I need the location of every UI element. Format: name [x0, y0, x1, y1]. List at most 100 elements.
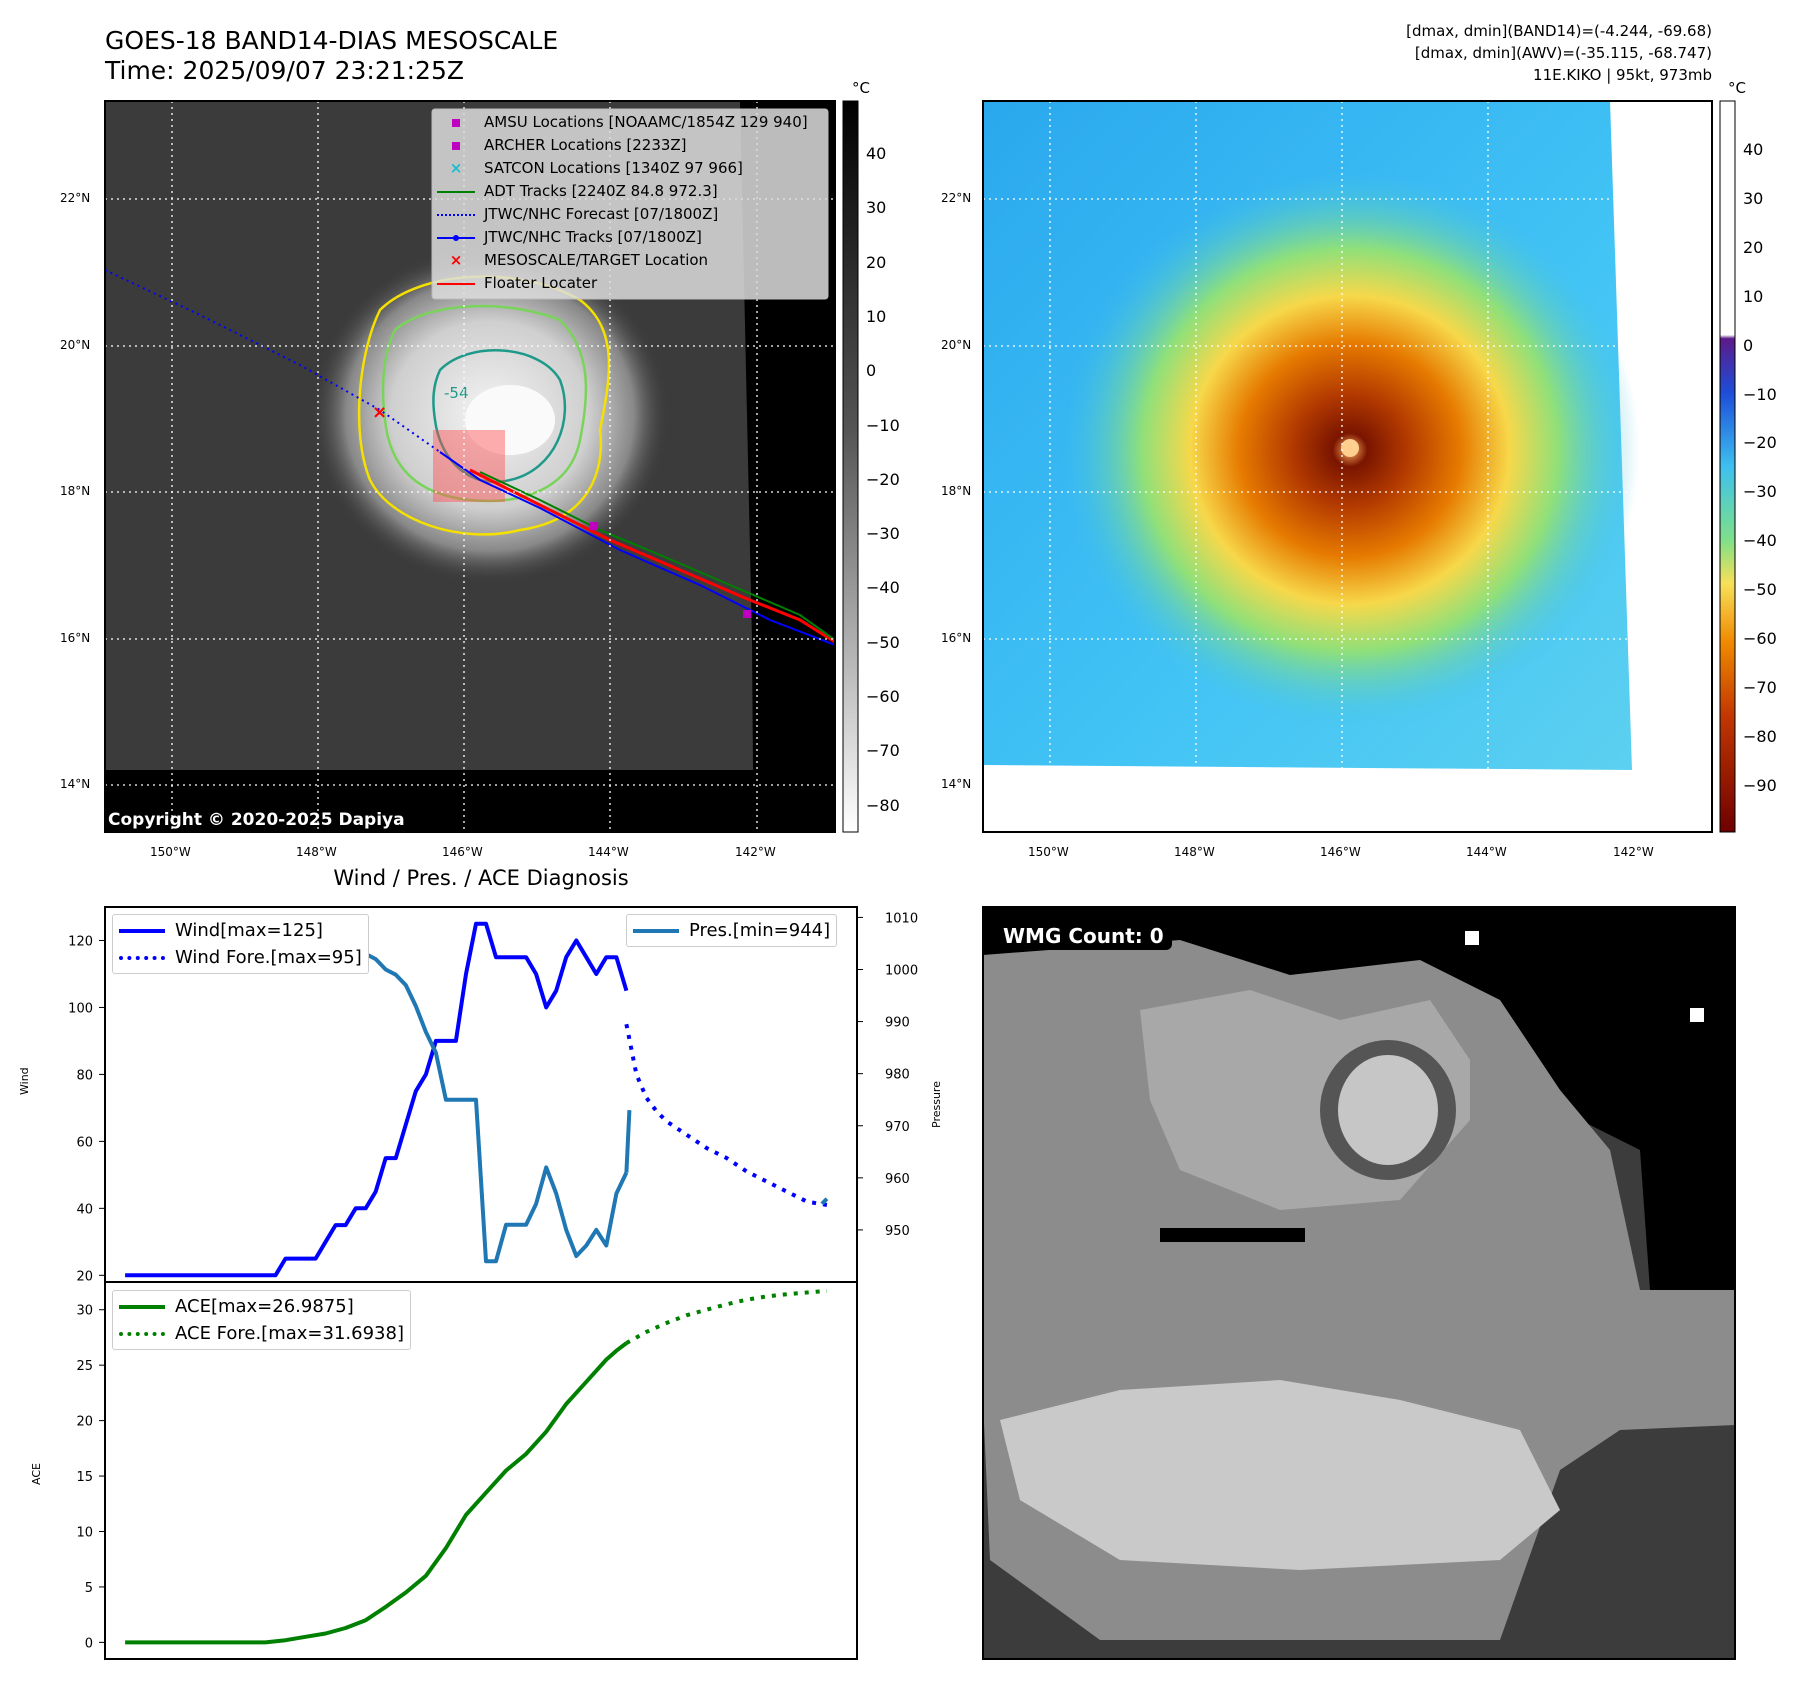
lat-tick-label: 16°N — [941, 631, 972, 645]
y2-tick-label: 980 — [885, 1068, 910, 1083]
ir-legend-marker — [436, 180, 476, 203]
wmg-count-label: WMG Count: 0 — [995, 922, 1172, 950]
lat-tick-label: 18°N — [941, 484, 972, 498]
copyright-text: Copyright © 2020-2025 Dapiya — [108, 810, 405, 830]
y-tick-label: 60 — [76, 1135, 93, 1150]
series-line-0 — [125, 921, 629, 1278]
wv-map-frame — [982, 100, 1713, 833]
floater-track — [469, 468, 835, 644]
wv-colorbar-tick: 10 — [1743, 286, 1764, 306]
wmg-eye — [1338, 1055, 1438, 1165]
y2-tick-label: 950 — [885, 1224, 910, 1239]
wv-colorbar-tick: −50 — [1743, 580, 1777, 600]
lon-tick-label: 148°W — [1174, 845, 1215, 859]
wv-colorbar-tick: 30 — [1743, 188, 1764, 208]
lat-tick-label: 20°N — [60, 338, 91, 352]
wmg-white-pixel-1 — [1465, 931, 1479, 945]
ir-legend-marker: × — [449, 251, 463, 269]
chart-title: Wind / Pres. / ACE Diagnosis — [333, 866, 629, 890]
ir-colorbar-tick: −30 — [866, 524, 900, 544]
ir-legend-marker — [436, 226, 476, 249]
ace-plot: 0 5 10 15 20 25 30 — [76, 1288, 828, 1651]
jtwc-forecast-track — [105, 269, 441, 453]
lon-tick-label: 148°W — [296, 845, 337, 859]
y-tick-label: 40 — [76, 1202, 93, 1217]
contour-teal — [432, 349, 567, 484]
wind-legend: Wind[max=125] Wind Fore.[max=95] — [112, 914, 369, 974]
ir-legend-item: Floater Locater — [436, 272, 828, 295]
y2-tick-label: 1000 — [885, 964, 918, 979]
ir-legend-item: AMSU Locations [NOAAMC/1854Z 129 940] — [436, 111, 828, 134]
pressure-axis-label: Pressure — [930, 1081, 943, 1128]
ir-legend-item: ADT Tracks [2240Z 84.8 972.3] — [436, 180, 828, 203]
ir-colorbar-tick: −80 — [866, 795, 900, 815]
ir-legend-item: ARCHER Locations [2233Z] — [436, 134, 828, 157]
ir-legend-label: MESOSCALE/TARGET Location — [484, 251, 709, 269]
lat-tick-label: 22°N — [941, 191, 972, 205]
ir-legend-box — [431, 108, 829, 300]
wv-map-grid — [983, 101, 1712, 832]
ir-legend-item: JTWC/NHC Forecast [07/1800Z] — [436, 203, 828, 226]
wmg-frame — [982, 906, 1736, 1660]
wv-colorbar-tick: −70 — [1743, 677, 1777, 697]
pres-legend-item: Pres.[min=944] — [633, 917, 830, 944]
wmg-white-pixel-2 — [1690, 1008, 1704, 1022]
wv-colorbar-tick: 20 — [1743, 237, 1764, 257]
series-line-4 — [820, 1197, 829, 1206]
series-line-3 — [624, 1110, 632, 1173]
ir-legend-marker — [436, 134, 476, 157]
lon-tick-label: 150°W — [150, 845, 191, 859]
y-tick-label: 15 — [76, 1470, 93, 1485]
ir-legend-label: AMSU Locations [NOAAMC/1854Z 129 940] — [484, 113, 808, 131]
ir-legend-label: ARCHER Locations [2233Z] — [484, 136, 687, 154]
wv-colorbar — [1719, 100, 1736, 833]
ir-colorbar-tick: −10 — [866, 415, 900, 435]
y2-tick-label: 1010 — [885, 911, 918, 926]
figure-title-line2: Time: 2025/09/07 23:21:25Z — [105, 56, 464, 85]
wind-legend-item: Wind[max=125] — [119, 917, 362, 944]
ir-colorbar-tick: 0 — [866, 361, 877, 381]
ir-legend-marker: × — [449, 159, 463, 177]
ir-legend-label: SATCON Locations [1340Z 97 966] — [484, 159, 743, 177]
wv-colorbar-tick: −20 — [1743, 433, 1777, 453]
ir-legend-label: JTWC/NHC Forecast [07/1800Z] — [484, 205, 719, 223]
wv-colorbar-tick: 0 — [1743, 335, 1754, 355]
ir-colorbar-tick: −50 — [866, 632, 900, 652]
lon-tick-label: 146°W — [442, 845, 483, 859]
y-tick-label: 0 — [85, 1636, 93, 1651]
ir-legend-label: Floater Locater — [484, 274, 598, 292]
wmg-black-streak — [1160, 1228, 1305, 1242]
wmg-panel — [982, 906, 1736, 1660]
ir-legend-marker — [436, 272, 476, 295]
ir-colorbar-tick: −70 — [866, 741, 900, 761]
y-tick-label: 80 — [76, 1068, 93, 1083]
ir-legend-label: JTWC/NHC Tracks [07/1800Z] — [484, 228, 702, 246]
ir-legend-item: × SATCON Locations [1340Z 97 966] — [436, 157, 828, 180]
y-tick-label: 25 — [76, 1359, 93, 1374]
ir-colorbar-tick: −60 — [866, 687, 900, 706]
wind-fore-legend-item: Wind Fore.[max=95] — [119, 944, 362, 971]
ir-colorbar-tick: 10 — [866, 306, 887, 326]
contour-label: -54 — [444, 384, 469, 402]
lon-tick-label: 144°W — [1466, 845, 1507, 859]
archer-marker — [743, 610, 751, 618]
wv-colorbar-tick: −60 — [1743, 629, 1777, 648]
lat-tick-label: 18°N — [60, 484, 91, 498]
adt-track — [479, 471, 835, 641]
y2-tick-label: 960 — [885, 1172, 910, 1187]
right-info-line3: 11E.KIKO | 95kt, 973mb — [1533, 66, 1712, 84]
lon-tick-label: 142°W — [735, 845, 776, 859]
lon-tick-label: 144°W — [588, 845, 629, 859]
lat-tick-label: 16°N — [60, 631, 91, 645]
y-tick-label: 10 — [76, 1525, 93, 1540]
lon-tick-label: 150°W — [1028, 845, 1069, 859]
ace-legend: ACE[max=26.9875] ACE Fore.[max=31.6938] — [112, 1290, 411, 1350]
lat-tick-label: 14°N — [941, 777, 972, 791]
lon-tick-label: 142°W — [1613, 845, 1654, 859]
y-tick-label: 30 — [76, 1304, 93, 1319]
figure-title-line1: GOES-18 BAND14-DIAS MESOSCALE — [105, 26, 559, 55]
y-tick-label: 20 — [76, 1269, 93, 1284]
wv-colorbar-unit: °C — [1728, 79, 1746, 97]
ace-axis-label: ACE — [30, 1463, 43, 1485]
ir-colorbar — [842, 100, 859, 833]
